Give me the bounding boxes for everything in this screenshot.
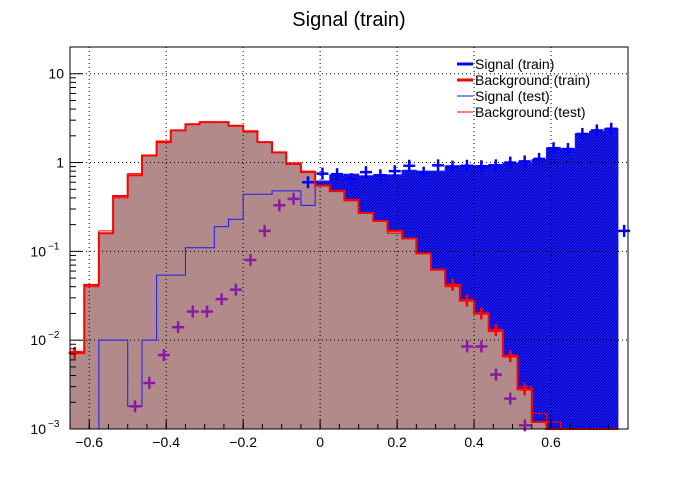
x-tick-label: −0.2 — [229, 434, 257, 450]
x-tick-label: −0.6 — [75, 434, 103, 450]
chart-title: Signal (train) — [292, 9, 405, 31]
y-tick-label: 10 — [30, 243, 46, 259]
legend-label: Background (test) — [475, 104, 586, 120]
signal-test-line — [70, 128, 619, 430]
y-tick-exponent: −2 — [48, 330, 60, 341]
y-tick-label: 10 — [48, 66, 64, 82]
y-tick-label: 10 — [30, 421, 46, 437]
x-tick-label: 0.6 — [541, 434, 561, 450]
y-tick-label: 10 — [30, 332, 46, 348]
x-tick-label: 0.4 — [464, 434, 484, 450]
y-tick-label: 1 — [56, 155, 64, 171]
y-tick-exponent: −1 — [48, 241, 60, 252]
x-tick-label: 0.2 — [387, 434, 407, 450]
x-tick-label: −0.4 — [152, 434, 180, 450]
chart-legend: Signal (train)Background (train)Signal (… — [457, 56, 590, 120]
y-tick-exponent: −3 — [48, 419, 60, 430]
legend-label: Signal (test) — [475, 88, 550, 104]
plot-frame — [69, 46, 629, 430]
legend-label: Background (train) — [475, 72, 590, 88]
x-tick-label: 0 — [316, 434, 324, 450]
legend-label: Signal (train) — [475, 56, 554, 72]
